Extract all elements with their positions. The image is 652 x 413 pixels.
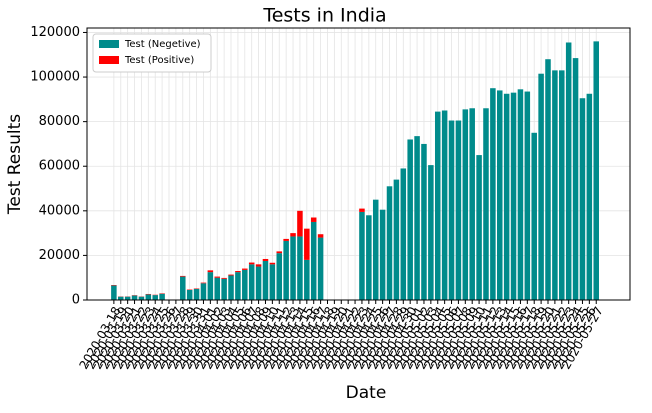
bar (270, 263, 276, 265)
bar (573, 58, 579, 300)
bar (394, 180, 400, 300)
bar (297, 211, 303, 237)
bar (380, 210, 386, 300)
bar (180, 277, 186, 300)
bar (311, 218, 317, 222)
bar (359, 209, 365, 212)
bar (366, 215, 372, 300)
bar (228, 275, 234, 300)
bar (304, 229, 310, 260)
bar (194, 289, 200, 300)
bar (359, 212, 365, 300)
x-axis-label: Date (346, 383, 387, 403)
bar (256, 267, 262, 300)
bar (587, 94, 593, 300)
bar (518, 89, 524, 300)
bar (263, 259, 269, 261)
bar (387, 186, 393, 300)
bar (256, 264, 262, 266)
bar (483, 108, 489, 300)
bar (476, 155, 482, 300)
bar (187, 290, 193, 300)
bar (125, 297, 131, 300)
bar (538, 74, 544, 300)
bar (208, 272, 214, 300)
bar (276, 253, 282, 300)
bar (139, 297, 145, 300)
y-tick-label: 120000 (30, 25, 80, 40)
bar (580, 98, 586, 300)
bar (249, 264, 255, 300)
bar (463, 109, 469, 300)
bar (290, 233, 296, 236)
y-tick-label: 40000 (39, 203, 80, 218)
bar (469, 108, 475, 300)
bar (401, 168, 407, 300)
bar (552, 70, 558, 300)
bar (221, 279, 227, 300)
bar (132, 296, 138, 300)
bar (531, 133, 537, 300)
bar (242, 269, 248, 270)
bar (263, 261, 269, 300)
bar (435, 112, 441, 300)
y-tick-label: 60000 (39, 159, 80, 174)
bar (283, 239, 289, 241)
bar (442, 110, 448, 300)
legend-label: Test (Positive) (124, 55, 194, 66)
bar (373, 200, 379, 300)
legend-label: Test (Negetive) (124, 39, 201, 50)
bar (456, 121, 462, 300)
bar (318, 234, 324, 237)
bar (214, 277, 220, 278)
bar (242, 270, 248, 300)
y-tick-label: 80000 (39, 114, 80, 129)
bar (180, 276, 186, 277)
bar (297, 236, 303, 300)
bar (208, 270, 214, 272)
bar (228, 275, 234, 276)
bar (221, 278, 227, 279)
bar (504, 94, 510, 300)
bar (159, 294, 165, 300)
bar (559, 70, 565, 300)
bar (290, 236, 296, 300)
y-tick-label: 100000 (30, 70, 80, 85)
y-tick-label: 20000 (39, 248, 80, 263)
bar (283, 241, 289, 300)
bar (593, 41, 599, 300)
bar (407, 139, 413, 300)
bar (270, 264, 276, 300)
bar (152, 295, 158, 300)
bar (235, 271, 241, 272)
bar (201, 283, 207, 300)
chart-title: Tests in India (262, 5, 386, 27)
bar (490, 88, 496, 300)
legend-swatch (99, 40, 119, 48)
bar (545, 59, 551, 300)
bar (201, 283, 207, 284)
bar (318, 238, 324, 300)
bar (111, 286, 117, 300)
bar (511, 93, 517, 300)
bar (414, 136, 420, 300)
bar (146, 294, 152, 300)
bar (235, 272, 241, 300)
y-axis-label: Test Results (5, 114, 25, 215)
bar (118, 297, 124, 300)
bar (421, 144, 427, 300)
bar (497, 90, 503, 300)
bar (449, 121, 455, 300)
legend-swatch (99, 56, 119, 64)
bar (304, 260, 310, 300)
y-tick-label: 0 (72, 293, 80, 308)
bar (249, 263, 255, 265)
bar (214, 278, 220, 300)
bar (566, 42, 572, 300)
bar (525, 92, 531, 300)
bar (311, 222, 317, 300)
bar (428, 165, 434, 300)
bar (276, 251, 282, 253)
